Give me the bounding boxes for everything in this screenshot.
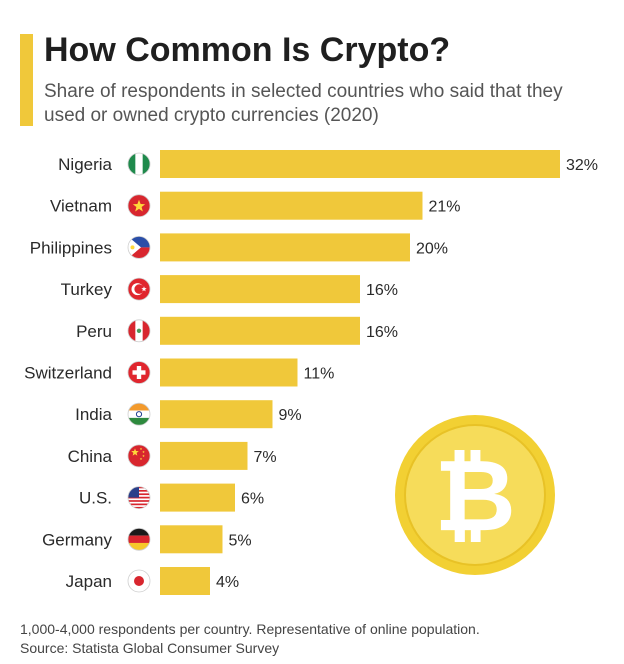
chart-title: How Common Is Crypto? — [44, 31, 451, 69]
china-flag-icon — [127, 444, 151, 468]
bar-us — [160, 483, 235, 512]
bar-turkey — [160, 275, 360, 304]
category-label: Peru — [76, 322, 112, 341]
value-label: 32% — [566, 157, 598, 174]
philippines-flag-icon — [127, 235, 151, 259]
us-flag-icon — [127, 486, 151, 510]
bar-switzerland — [160, 358, 298, 387]
category-label: India — [75, 405, 112, 424]
footer-source: Source: Statista Global Consumer Survey — [20, 640, 280, 656]
category-label: Nigeria — [58, 155, 112, 174]
india-flag-icon — [127, 402, 151, 426]
chart-subtitle: Share of respondents in selected countri… — [44, 81, 563, 126]
value-label: 16% — [366, 282, 398, 299]
category-label: U.S. — [79, 489, 112, 508]
bar-peru — [160, 316, 360, 345]
value-label: 9% — [279, 407, 302, 424]
category-label: Philippines — [30, 238, 112, 257]
bar-nigeria — [160, 150, 560, 178]
japan-flag-icon — [127, 569, 151, 593]
value-label: 16% — [366, 324, 398, 341]
bar-china — [160, 441, 248, 470]
category-label: Turkey — [61, 280, 113, 299]
category-label: China — [68, 447, 113, 466]
vietnam-flag-icon — [127, 194, 151, 218]
title-accent-bar — [20, 34, 33, 126]
value-label: 11% — [304, 366, 335, 383]
germany-flag-icon — [127, 527, 151, 551]
bar-germany — [160, 525, 223, 554]
chart-footer: 1,000-4,000 respondents per country. Rep… — [20, 620, 480, 658]
value-label: 7% — [254, 449, 277, 466]
bar-japan — [160, 567, 210, 595]
category-label: Germany — [42, 530, 112, 549]
category-label: Japan — [66, 572, 112, 591]
value-label: 21% — [429, 199, 461, 216]
bitcoin-symbol: ₿ — [434, 437, 516, 554]
bar-chart: ₿ Nigeria 32% Vietnam 21% Philippines 20% Turk… — [24, 150, 598, 595]
value-label: 20% — [416, 240, 448, 257]
nigeria-flag-icon — [127, 152, 151, 176]
bar-india — [160, 400, 273, 429]
bitcoin-coin-icon: ₿ — [395, 415, 555, 575]
peru-flag-icon — [127, 319, 151, 343]
value-label: 6% — [241, 491, 264, 508]
value-label: 4% — [216, 574, 239, 591]
category-label: Vietnam — [50, 197, 112, 216]
switzerland-flag-icon — [127, 361, 151, 384]
bar-vietnam — [160, 191, 423, 220]
value-label: 5% — [229, 532, 252, 549]
category-label: Switzerland — [24, 364, 112, 383]
bar-philippines — [160, 233, 410, 262]
turkey-flag-icon — [127, 277, 151, 301]
footer-note: 1,000-4,000 respondents per country. Rep… — [20, 621, 480, 637]
